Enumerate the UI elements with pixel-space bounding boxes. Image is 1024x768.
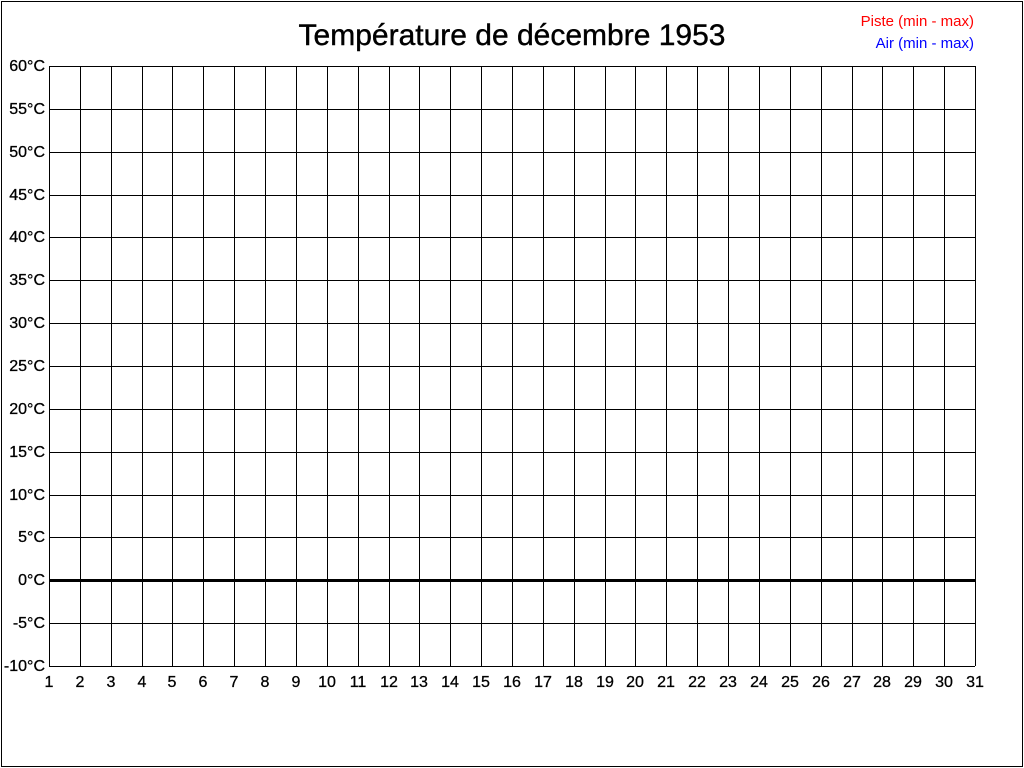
svg-text:5: 5 — [168, 674, 177, 691]
svg-text:20°C: 20°C — [9, 401, 45, 418]
svg-text:13: 13 — [410, 674, 428, 691]
svg-text:27: 27 — [843, 674, 861, 691]
svg-text:7: 7 — [230, 674, 239, 691]
svg-text:26: 26 — [812, 674, 830, 691]
svg-text:17: 17 — [534, 674, 552, 691]
svg-text:12: 12 — [380, 674, 398, 691]
svg-text:15: 15 — [472, 674, 490, 691]
svg-text:25: 25 — [781, 674, 799, 691]
svg-text:55°C: 55°C — [9, 101, 45, 118]
svg-text:-10°C: -10°C — [4, 658, 45, 675]
svg-text:9: 9 — [292, 674, 301, 691]
svg-text:15°C: 15°C — [9, 444, 45, 461]
svg-text:10: 10 — [318, 674, 336, 691]
svg-text:6: 6 — [199, 674, 208, 691]
svg-text:30: 30 — [935, 674, 953, 691]
svg-text:10°C: 10°C — [9, 487, 45, 504]
svg-text:30°C: 30°C — [9, 315, 45, 332]
svg-text:60°C: 60°C — [9, 58, 45, 75]
svg-text:22: 22 — [688, 674, 706, 691]
svg-text:45°C: 45°C — [9, 187, 45, 204]
svg-text:29: 29 — [904, 674, 922, 691]
svg-text:14: 14 — [441, 674, 459, 691]
svg-text:Température de décembre 1953: Température de décembre 1953 — [299, 19, 726, 52]
svg-text:21: 21 — [657, 674, 675, 691]
svg-text:24: 24 — [750, 674, 768, 691]
svg-text:16: 16 — [503, 674, 521, 691]
svg-text:40°C: 40°C — [9, 229, 45, 246]
svg-text:20: 20 — [626, 674, 644, 691]
svg-text:0°C: 0°C — [18, 572, 45, 589]
svg-text:-5°C: -5°C — [13, 615, 45, 632]
svg-text:5°C: 5°C — [18, 529, 45, 546]
svg-text:28: 28 — [873, 674, 891, 691]
svg-text:19: 19 — [596, 674, 614, 691]
svg-text:23: 23 — [719, 674, 737, 691]
svg-text:11: 11 — [350, 674, 367, 691]
svg-text:3: 3 — [107, 674, 116, 691]
svg-text:4: 4 — [138, 674, 147, 691]
svg-text:1: 1 — [45, 674, 54, 691]
svg-text:Air (min - max): Air (min - max) — [876, 35, 974, 52]
svg-text:Piste (min - max): Piste (min - max) — [861, 13, 974, 30]
svg-text:2: 2 — [76, 674, 85, 691]
svg-text:25°C: 25°C — [9, 358, 45, 375]
svg-text:8: 8 — [261, 674, 270, 691]
svg-text:50°C: 50°C — [9, 144, 45, 161]
svg-text:31: 31 — [966, 674, 984, 691]
svg-text:18: 18 — [565, 674, 583, 691]
svg-text:35°C: 35°C — [9, 272, 45, 289]
